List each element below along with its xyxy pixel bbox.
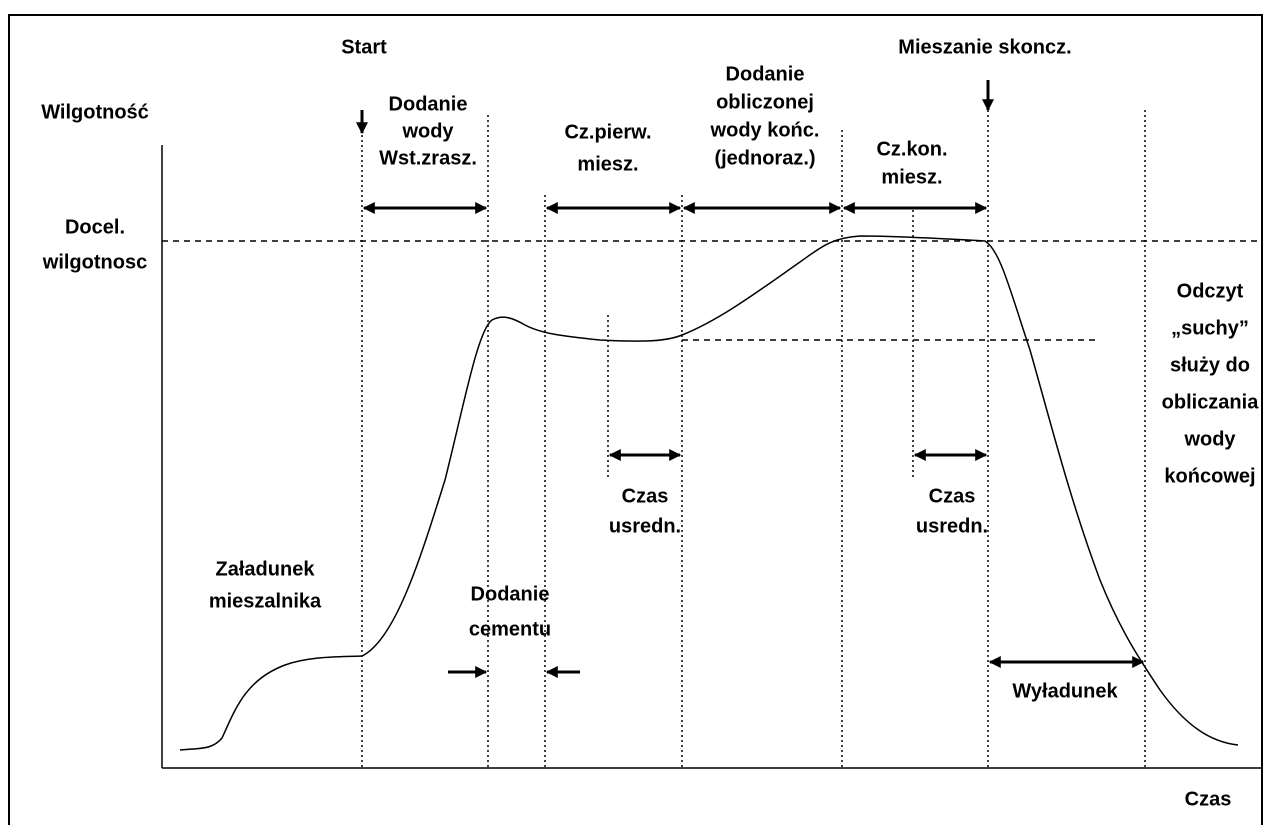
phase-lines [361, 110, 1146, 768]
phase-label: (jednoraz.) [714, 147, 815, 169]
target-label: Docel. [65, 216, 125, 238]
phase-label: miesz. [881, 166, 942, 188]
arrows [356, 80, 1145, 678]
note-label: służy do [1170, 354, 1250, 376]
phase-label: usredn. [609, 515, 681, 537]
end-label: Mieszanie skoncz. [898, 36, 1071, 58]
phase-label: Cz.pierw. [564, 121, 651, 143]
phase-label: wody [401, 120, 454, 142]
phase-label: wody końc. [710, 119, 820, 141]
note-label: wody [1183, 428, 1236, 450]
phase-label: mieszalnika [209, 590, 322, 612]
phase-label: Wst.zrasz. [379, 147, 477, 169]
phase-label: Wyładunek [1012, 680, 1118, 702]
phase-label: cementu [469, 618, 551, 640]
phase-label: Dodanie [389, 93, 468, 115]
phase-label: Czas [622, 485, 669, 507]
labels: Start Mieszanie skoncz. Wilgotność Czas Doce… [41, 36, 1259, 810]
phase-label: Dodanie [726, 63, 805, 85]
phase-label: Cz.kon. [876, 138, 947, 160]
frame [8, 14, 1263, 825]
phase-label: Czas [929, 485, 976, 507]
x-axis-label: Czas [1185, 788, 1232, 810]
axes [161, 145, 1262, 769]
note-label: „suchy” [1171, 317, 1249, 339]
phase-label: Dodanie [471, 583, 550, 605]
target-label: wilgotnosc [42, 251, 147, 273]
moisture-curve [179, 235, 1239, 751]
phase-label: obliczonej [716, 91, 814, 113]
phase-label: usredn. [916, 515, 988, 537]
start-label: Start [341, 36, 387, 58]
phase-label: miesz. [577, 153, 638, 175]
note-label: obliczania [1162, 391, 1260, 413]
y-axis-label: Wilgotność [41, 101, 149, 123]
phase-label: Załadunek [216, 558, 316, 580]
reference-lines [162, 240, 1262, 341]
note-label: końcowej [1164, 465, 1255, 487]
note-label: Odczyt [1177, 280, 1244, 302]
